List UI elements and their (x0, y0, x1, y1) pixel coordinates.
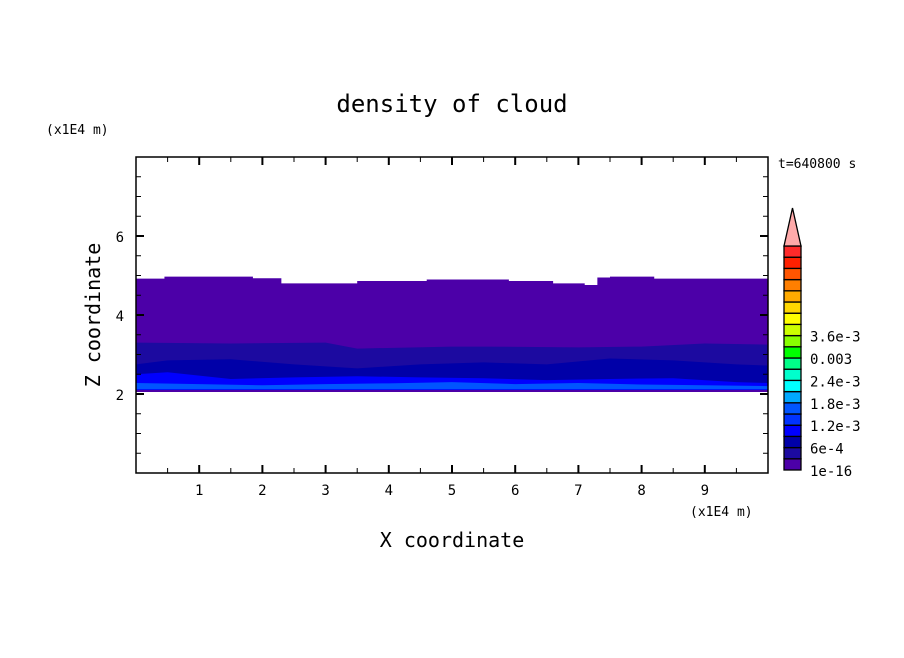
colorbar-label: 1.8e-3 (810, 397, 861, 413)
colorbar-level-14 (783, 301, 802, 314)
colorbar-level-17 (783, 267, 802, 281)
y-tick-label: 2 (116, 388, 124, 404)
colorbar-level-16 (783, 278, 802, 292)
x-axis-label: X coordinate (380, 528, 525, 552)
x-tick-label: 3 (321, 483, 329, 499)
y-tick-label: 4 (116, 309, 124, 325)
colorbar-level-15 (783, 290, 802, 303)
colorbar-level-8 (783, 368, 802, 382)
colorbar-label: 2.4e-3 (810, 374, 861, 390)
x-unit-label: (x1E4 m) (690, 505, 753, 520)
x-tick-label: 4 (385, 483, 393, 499)
x-tick-label: 1 (195, 483, 203, 499)
colorbar-level-0 (783, 458, 802, 471)
colorbar-level-5 (783, 402, 802, 415)
x-tick-label: 5 (448, 483, 456, 499)
colorbar-level-18 (783, 256, 802, 270)
colorbar-level-10 (783, 346, 802, 359)
contour-band-4 (136, 382, 768, 390)
colorbar-level-7 (783, 379, 802, 393)
colorbar-level-4 (783, 413, 802, 426)
colorbar-level-6 (783, 390, 802, 404)
time-label: t=640800 s (778, 157, 856, 172)
y-unit-label: (x1E4 m) (46, 123, 109, 138)
colorbar-label: 1.2e-3 (810, 419, 861, 435)
colorbar-level-13 (783, 312, 802, 326)
colorbar-level-3 (783, 424, 802, 438)
x-tick-label: 7 (574, 483, 582, 499)
colorbar-level-19 (783, 245, 802, 258)
x-tick-label: 9 (701, 483, 709, 499)
colorbar-level-2 (783, 435, 802, 449)
y-tick-label: 6 (116, 230, 124, 246)
colorbar-level-11 (783, 334, 802, 348)
colorbar-level-1 (783, 446, 802, 460)
y-axis-label: Z coordinate (81, 243, 105, 388)
colorbar-label: 1e-16 (810, 464, 852, 480)
chart-title: density of cloud (336, 90, 567, 118)
contour-band-5 (136, 390, 768, 393)
colorbar-label: 6e-4 (810, 442, 844, 458)
colorbar-level-9 (783, 357, 802, 370)
x-tick-label: 8 (637, 483, 645, 499)
colorbar-extend-arrow (783, 207, 802, 247)
x-tick-label: 6 (511, 483, 519, 499)
colorbar-label: 0.003 (810, 352, 852, 368)
colorbar-level-12 (783, 323, 802, 337)
colorbar-label: 3.6e-3 (810, 330, 861, 346)
x-tick-label: 2 (258, 483, 266, 499)
